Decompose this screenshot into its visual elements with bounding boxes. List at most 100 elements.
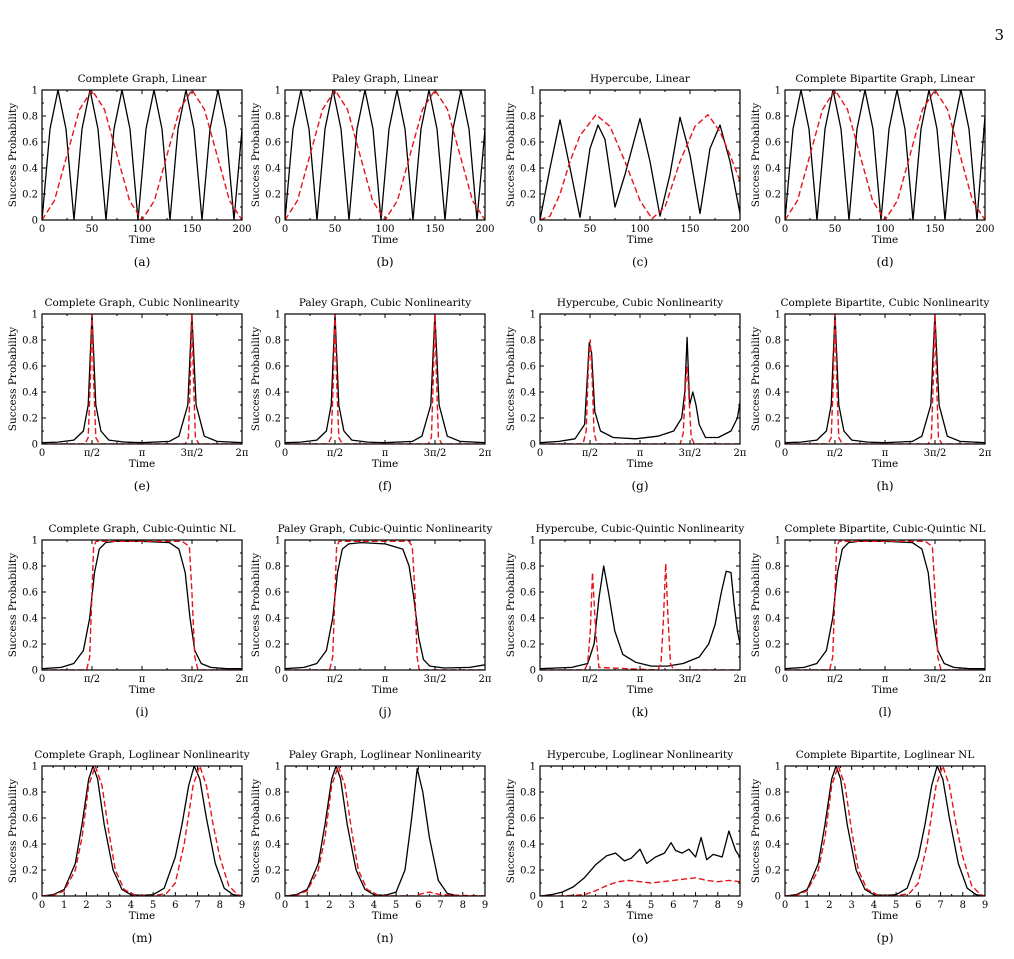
x-axis-label: Time [129, 910, 156, 922]
y-tick-label: 0.4 [520, 164, 536, 175]
plot-area [540, 336, 740, 444]
y-tick-label: 1 [32, 86, 38, 97]
x-tick-label: 50 [829, 224, 842, 235]
y-tick-label: 0.4 [765, 614, 781, 625]
y-tick-label: 1 [275, 86, 281, 97]
x-axis-label: Time [872, 458, 899, 470]
panel-title: Paley Graph, Cubic-Quintic Nonlinearity [278, 523, 493, 535]
x-tick-label: 3 [603, 900, 609, 911]
y-tick-label: 0 [530, 216, 536, 227]
plot-frame [539, 89, 741, 221]
subfigure-label: (b) [376, 255, 393, 269]
y-tick-label: 0.2 [22, 866, 38, 877]
x-tick-label: 0 [782, 224, 788, 235]
y-tick-label: 0.6 [520, 814, 536, 825]
x-tick-label: 9 [982, 900, 988, 911]
series-dashed-line [285, 766, 485, 896]
x-axis-label: Time [372, 458, 399, 470]
x-tick-label: 7 [692, 900, 698, 911]
panel-title: Complete Graph, Cubic-Quintic NL [49, 523, 236, 535]
x-tick-label: 3π/2 [424, 448, 447, 459]
x-tick-label: 9 [482, 900, 488, 911]
y-axis-label: Success Probability [250, 327, 262, 431]
plot-frame [284, 765, 486, 897]
x-tick-label: 3 [848, 900, 854, 911]
y-tick-label: 1 [32, 536, 38, 547]
y-tick-label: 1 [275, 762, 281, 773]
x-tick-label: π/2 [327, 448, 343, 459]
series-dashed-line [540, 877, 740, 896]
x-tick-label: 0 [537, 900, 543, 911]
series-dashed-line [540, 113, 740, 220]
x-tick-label: 1 [559, 900, 565, 911]
x-tick-label: π/2 [827, 448, 843, 459]
plot-frame [784, 313, 986, 445]
subfigure-label: (i) [135, 705, 148, 719]
y-axis-label: Success Probability [250, 553, 262, 657]
series-solid-line [285, 90, 485, 220]
y-tick-label: 1 [775, 762, 781, 773]
x-tick-label: 6 [915, 900, 921, 911]
y-tick-label: 1 [530, 762, 536, 773]
series-dashed-line [540, 339, 740, 444]
plot-area [42, 314, 242, 444]
x-tick-label: 2π [236, 448, 249, 459]
series-solid-line [42, 314, 242, 444]
subfigure-label: (l) [878, 705, 891, 719]
plot-frame [784, 89, 986, 221]
x-tick-label: 2π [734, 674, 747, 685]
x-tick-label: 200 [975, 224, 994, 235]
subfigure-label: (a) [134, 255, 151, 269]
panel-title: Complete Bipartite Graph, Linear [795, 73, 975, 85]
series-solid-line [785, 314, 985, 444]
x-tick-label: 8 [217, 900, 223, 911]
series-solid-line [785, 90, 985, 220]
plot-area [785, 766, 985, 896]
x-axis-label: Time [872, 234, 899, 246]
x-tick-label: 8 [715, 900, 721, 911]
x-tick-label: 5 [893, 900, 899, 911]
y-tick-label: 0 [32, 216, 38, 227]
series-dashed-line [285, 90, 485, 220]
x-tick-label: 0 [537, 674, 543, 685]
y-tick-label: 0.2 [265, 640, 281, 651]
plot-area [42, 766, 242, 896]
plot-frame [539, 765, 741, 897]
x-tick-label: 3 [348, 900, 354, 911]
series-dashed-line [785, 766, 985, 896]
y-tick-label: 0.8 [265, 112, 281, 123]
y-tick-label: 0.4 [22, 388, 38, 399]
x-axis-label: Time [129, 234, 156, 246]
panel-title: Hypercube, Cubic-Quintic Nonlinearity [536, 523, 745, 535]
y-tick-label: 0.6 [22, 588, 38, 599]
x-tick-label: 200 [232, 224, 251, 235]
y-tick-label: 0.6 [265, 814, 281, 825]
x-tick-label: 100 [875, 224, 894, 235]
y-tick-label: 0.4 [265, 388, 281, 399]
y-axis-label: Success Probability [750, 327, 762, 431]
y-tick-label: 0.8 [22, 336, 38, 347]
plot-area [285, 540, 485, 670]
y-tick-label: 0.2 [765, 190, 781, 201]
panel-title: Complete Graph, Linear [78, 73, 208, 85]
x-tick-label: 1 [804, 900, 810, 911]
x-tick-label: 6 [415, 900, 421, 911]
y-tick-label: 0.2 [520, 414, 536, 425]
y-tick-label: 0.2 [765, 414, 781, 425]
y-tick-label: 0.2 [22, 190, 38, 201]
y-tick-label: 1 [775, 536, 781, 547]
y-tick-label: 0 [775, 892, 781, 903]
plot-frame [539, 313, 741, 445]
x-tick-label: 150 [182, 224, 201, 235]
y-axis-label: Success Probability [505, 103, 517, 207]
panel-title: Complete Bipartite, Cubic Nonlinearity [781, 297, 990, 309]
panel-l: Complete Bipartite, Cubic-Quintic NL 0 0.2… [750, 523, 992, 719]
y-tick-label: 0 [275, 440, 281, 451]
y-axis-label: Success Probability [505, 327, 517, 431]
series-dashed-line [285, 540, 485, 670]
y-axis-label: Success Probability [7, 553, 19, 657]
y-tick-label: 0.4 [765, 388, 781, 399]
x-tick-label: 5 [150, 900, 156, 911]
x-axis-label: Time [872, 910, 899, 922]
